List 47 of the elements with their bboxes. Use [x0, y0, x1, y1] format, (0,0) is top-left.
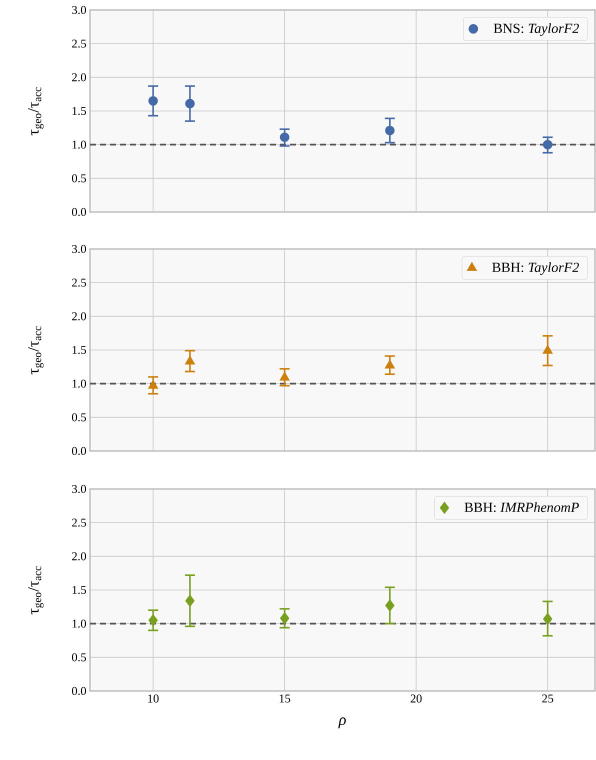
- y-tick-label: 3.0: [72, 6, 86, 14]
- y-tick-label: 2.0: [72, 73, 86, 82]
- legend-label: BBH: TaylorF2: [492, 262, 579, 275]
- point: [185, 98, 195, 108]
- y-tick-label: 2.0: [72, 312, 86, 320]
- x-tick-label: 15: [280, 694, 290, 703]
- y-axis-title: τ$_{geo}$/τ$_{acc}$: [28, 326, 44, 374]
- y-tick-label: 0.0: [72, 446, 86, 456]
- point: [185, 356, 195, 364]
- y-tick-label: 2.0: [72, 552, 86, 560]
- x-axis-title: ρ: [338, 717, 346, 728]
- point: [542, 345, 552, 354]
- y-tick-label: 1.5: [72, 106, 86, 116]
- y-tick-label: 1.0: [72, 380, 86, 388]
- y-tick-label: 0.0: [72, 208, 86, 216]
- y-tick-label: 1.5: [72, 346, 86, 354]
- point: [148, 614, 158, 626]
- point: [148, 380, 158, 389]
- point: [385, 126, 395, 136]
- y-tick-label: 2.5: [72, 518, 86, 527]
- x-tick-label: 10: [148, 694, 159, 703]
- y-tick-label: 1.5: [72, 586, 86, 594]
- y-tick-label: 1.0: [72, 140, 86, 149]
- point: [185, 594, 194, 607]
- legend-label: BNS: TaylorF2: [494, 23, 579, 36]
- legend-label: BBH: IMRPhenomP: [464, 502, 579, 512]
- point: [280, 132, 290, 142]
- point: [280, 612, 290, 624]
- point: [542, 140, 552, 150]
- point: [280, 372, 290, 381]
- y-tick-label: 0.5: [72, 174, 86, 182]
- x-tick-label: 20: [410, 694, 422, 703]
- y-tick-label: 2.5: [72, 40, 86, 48]
- point: [385, 360, 395, 369]
- y-tick-label: 0.0: [72, 686, 86, 696]
- y-axis-title: τ$_{geo}$/τ$_{acc}$: [28, 87, 44, 136]
- point: [148, 96, 158, 106]
- x-tick-label: 25: [542, 694, 554, 703]
- y-tick-label: 3.0: [72, 484, 86, 494]
- y-axis-title: τ$_{geo}$/τ$_{acc}$: [28, 566, 44, 614]
- y-tick-label: 3.0: [72, 244, 86, 254]
- point: [543, 613, 552, 625]
- y-tick-label: 0.5: [72, 653, 86, 662]
- y-tick-label: 2.5: [72, 278, 86, 287]
- y-tick-label: 1.0: [72, 620, 86, 628]
- y-tick-label: 0.5: [72, 413, 86, 422]
- point: [385, 600, 394, 612]
